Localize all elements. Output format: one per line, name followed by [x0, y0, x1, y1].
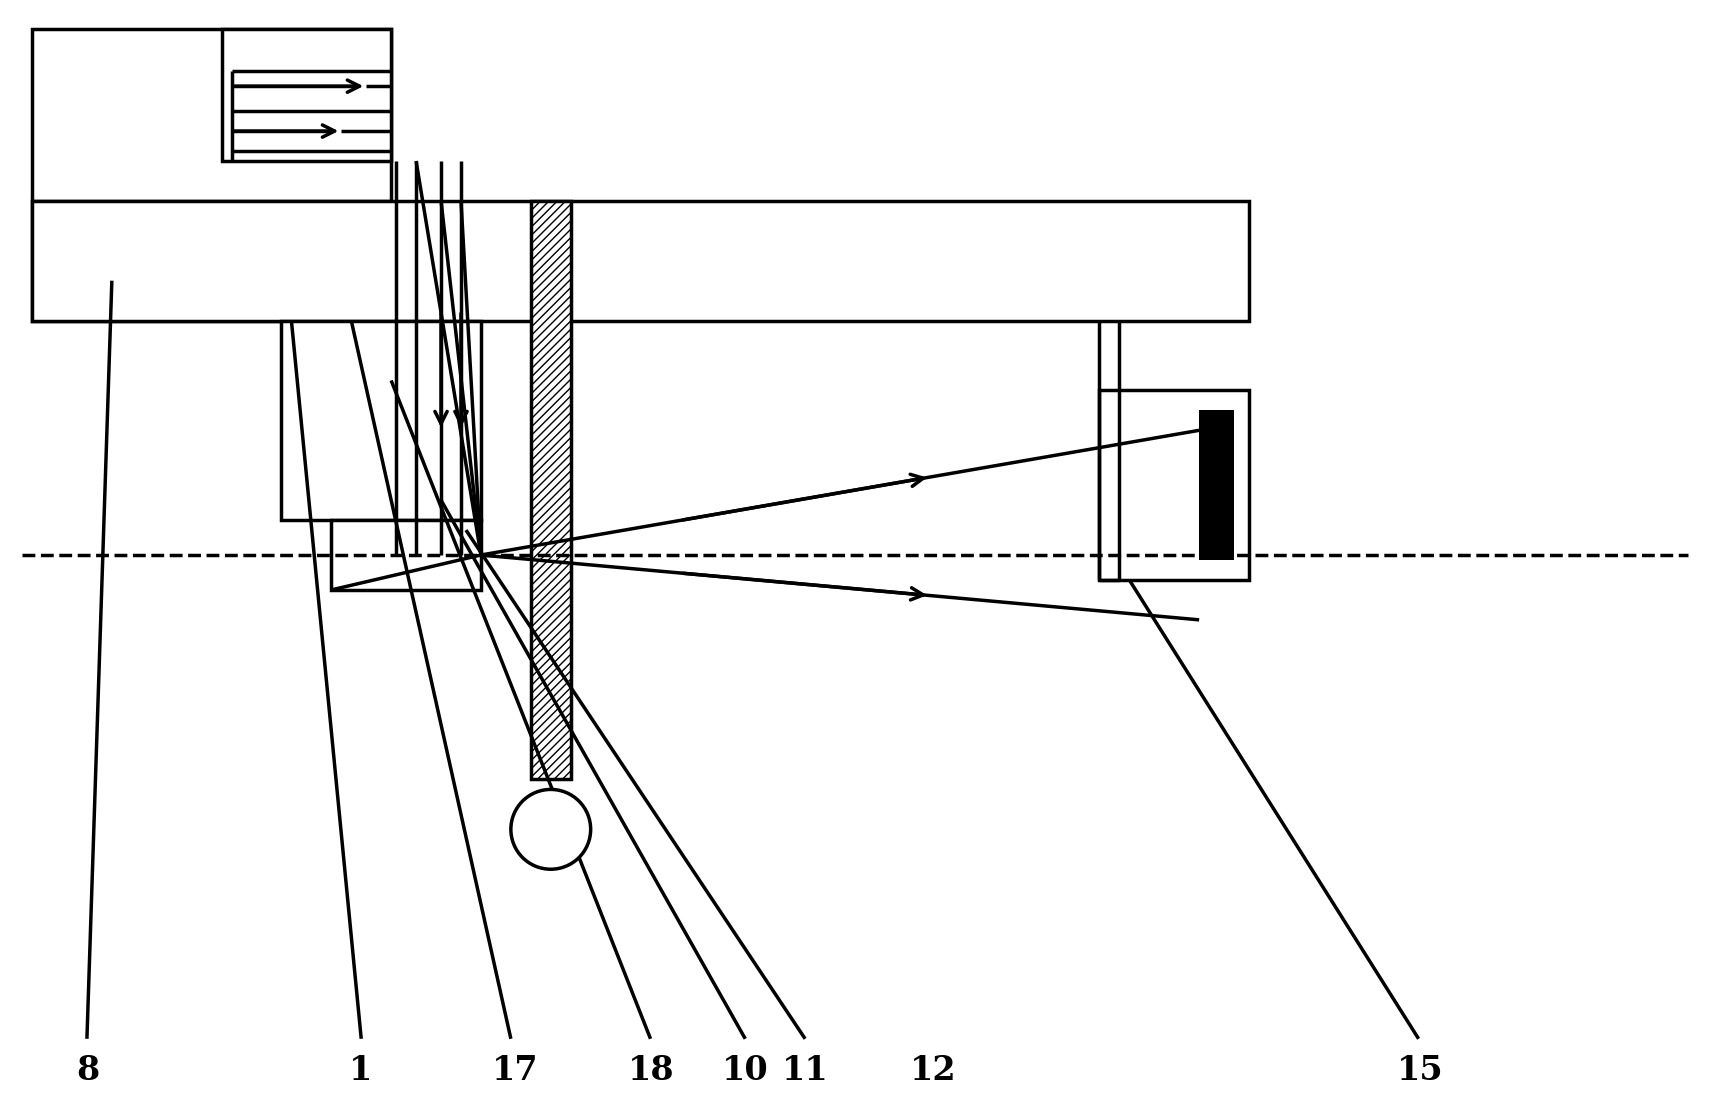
Bar [33, 201, 1249, 321]
Bar [1100, 390, 1249, 580]
Text: 10: 10 [723, 1054, 769, 1087]
Bar [1199, 410, 1233, 560]
Bar [331, 520, 481, 590]
Text: 8: 8 [75, 1054, 99, 1087]
Circle shape [510, 789, 591, 869]
Text: 11: 11 [781, 1054, 829, 1087]
Text: 12: 12 [910, 1054, 956, 1087]
Text: 1: 1 [349, 1054, 373, 1087]
Text: 17: 17 [492, 1054, 538, 1087]
Text: 15: 15 [1398, 1054, 1444, 1087]
Bar [531, 201, 570, 779]
Bar [281, 321, 481, 520]
Text: 18: 18 [629, 1054, 675, 1087]
Bar [221, 29, 391, 161]
Bar [33, 29, 391, 321]
